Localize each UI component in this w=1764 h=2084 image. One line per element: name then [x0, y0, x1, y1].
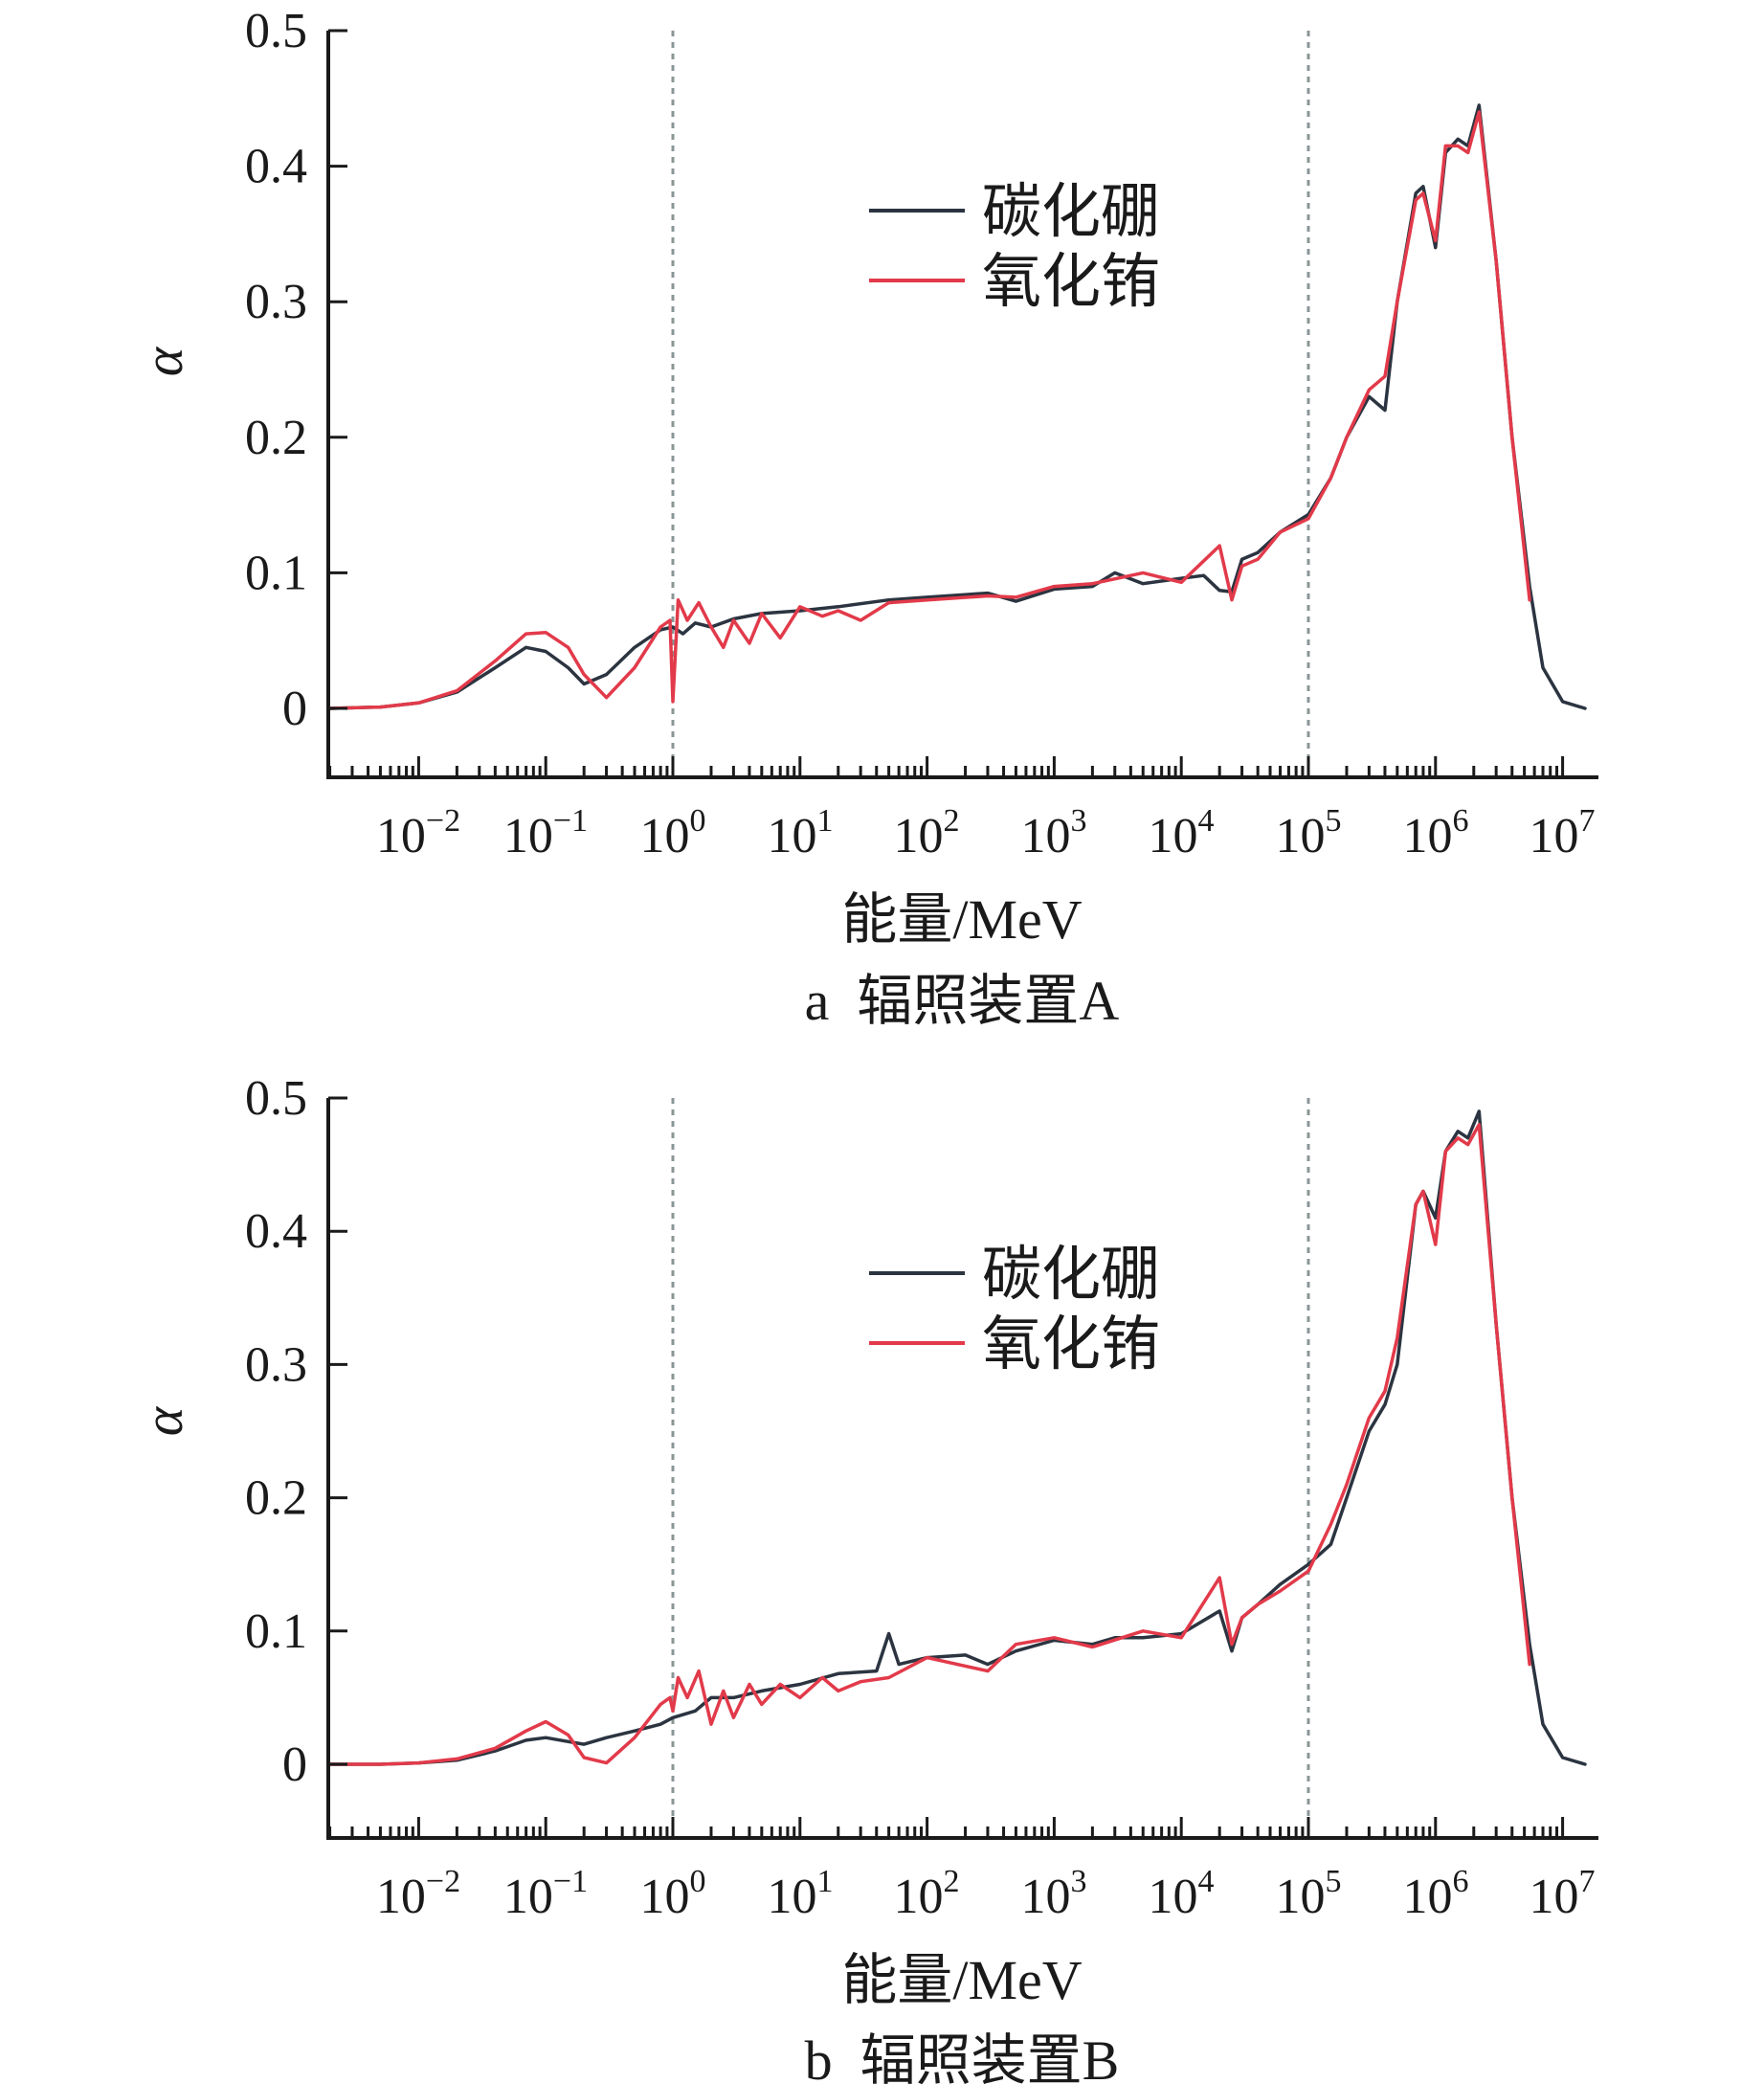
legend: 碳化硼 氧化铕	[869, 1243, 1160, 1378]
y-tick-label: 0	[282, 1737, 307, 1792]
y-tick-label: 0.5	[245, 4, 307, 58]
y-tick-label: 0	[282, 682, 307, 736]
x-tick-label: 104	[1149, 803, 1215, 863]
y-tick-label: 0.1	[245, 1604, 307, 1659]
y-tick-label: 0.2	[245, 1471, 307, 1526]
x-tick-label: 101	[768, 803, 834, 863]
x-axis-title: 能量/MeV	[841, 1949, 1082, 2011]
x-tick-label: 102	[894, 803, 960, 863]
x-tick-label: 107	[1530, 803, 1596, 863]
chart-panel-b: 0 0.1 0.2 0.3 0.4 0.5 10−2 10−1 100 101 102 103 104…	[132, 1071, 1598, 2084]
y-tick-label: 0.1	[245, 546, 307, 600]
x-tick-label: 10−2	[376, 803, 460, 863]
chart-caption-b: b 辐照装置B	[805, 2029, 1120, 2084]
x-tick-label: 106	[1403, 803, 1469, 863]
x-tick-label: 100	[640, 803, 706, 863]
y-tick-label: 0.3	[245, 1337, 307, 1392]
y-axis-title: α	[132, 346, 194, 376]
x-tick-label: 102	[894, 1864, 960, 1924]
chart-panel-a: 0 0.1 0.2 0.3 0.4 0.5 10−2 10−1 100 101 102 103 104…	[132, 4, 1598, 1032]
x-tick-label: 105	[1276, 803, 1342, 863]
x-tick-label: 105	[1276, 1864, 1342, 1924]
y-tick-label: 0.4	[245, 1204, 307, 1259]
legend-label-europium-oxide: 氧化铕	[982, 250, 1160, 315]
legend: 碳化硼 氧化铕	[869, 180, 1160, 315]
x-tick-label: 10−1	[503, 803, 588, 863]
x-tick-label: 100	[640, 1864, 706, 1924]
series-line-boron-carbide	[327, 1109, 1587, 1766]
x-tick-label: 101	[768, 1864, 834, 1924]
legend-label-boron-carbide: 碳化硼	[982, 180, 1160, 245]
legend-label-europium-oxide: 氧化铕	[982, 1312, 1160, 1378]
chart-caption-a: a 辐照装置A	[805, 970, 1120, 1032]
series-line-europium-oxide	[327, 110, 1531, 710]
x-tick-label: 103	[1021, 1864, 1087, 1924]
y-tick-label: 0.3	[245, 275, 307, 329]
x-tick-label: 10−1	[503, 1864, 588, 1924]
x-tick-label: 10−2	[376, 1864, 460, 1924]
y-tick-label: 0.2	[245, 411, 307, 465]
x-tick-label: 103	[1021, 803, 1087, 863]
x-tick-label: 107	[1530, 1864, 1596, 1924]
x-axis-title: 能量/MeV	[841, 888, 1082, 951]
series-line-europium-oxide	[327, 1123, 1531, 1766]
y-tick-label: 0.5	[245, 1071, 307, 1126]
series-line-boron-carbide	[327, 103, 1587, 710]
x-tick-label: 106	[1403, 1864, 1469, 1924]
x-tick-label: 104	[1149, 1864, 1215, 1924]
y-axis-title: α	[132, 1405, 194, 1436]
legend-label-boron-carbide: 碳化硼	[982, 1243, 1160, 1308]
y-tick-label: 0.4	[245, 140, 307, 194]
